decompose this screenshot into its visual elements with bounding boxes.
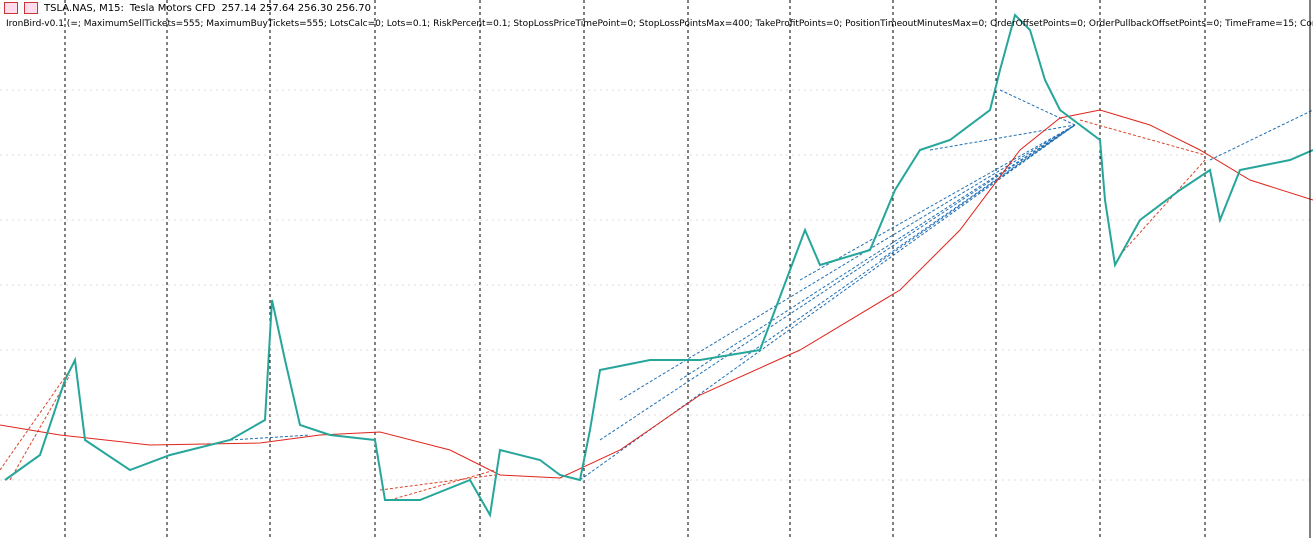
symbol: TSLA.NAS, M15:: [44, 2, 124, 14]
grid: [0, 89, 1313, 481]
icon: [24, 2, 38, 14]
chart-header: TSLA.NAS, M15: Tesla Motors CFD 257.14 2…: [4, 2, 371, 14]
quote: 257.14 257.64 256.30 256.70: [221, 2, 371, 14]
sell-lines: [0, 119, 1206, 501]
description: Tesla Motors CFD: [129, 2, 216, 14]
period-separators: [64, 0, 1206, 538]
moving-average: [0, 109, 1313, 479]
indicator-parameters: IronBird-v0.1 (=; MaximumSellTickets=555…: [6, 19, 1313, 29]
price-line: [4, 13, 1313, 518]
icon: [4, 2, 18, 14]
order-lines: [229, 89, 1313, 481]
